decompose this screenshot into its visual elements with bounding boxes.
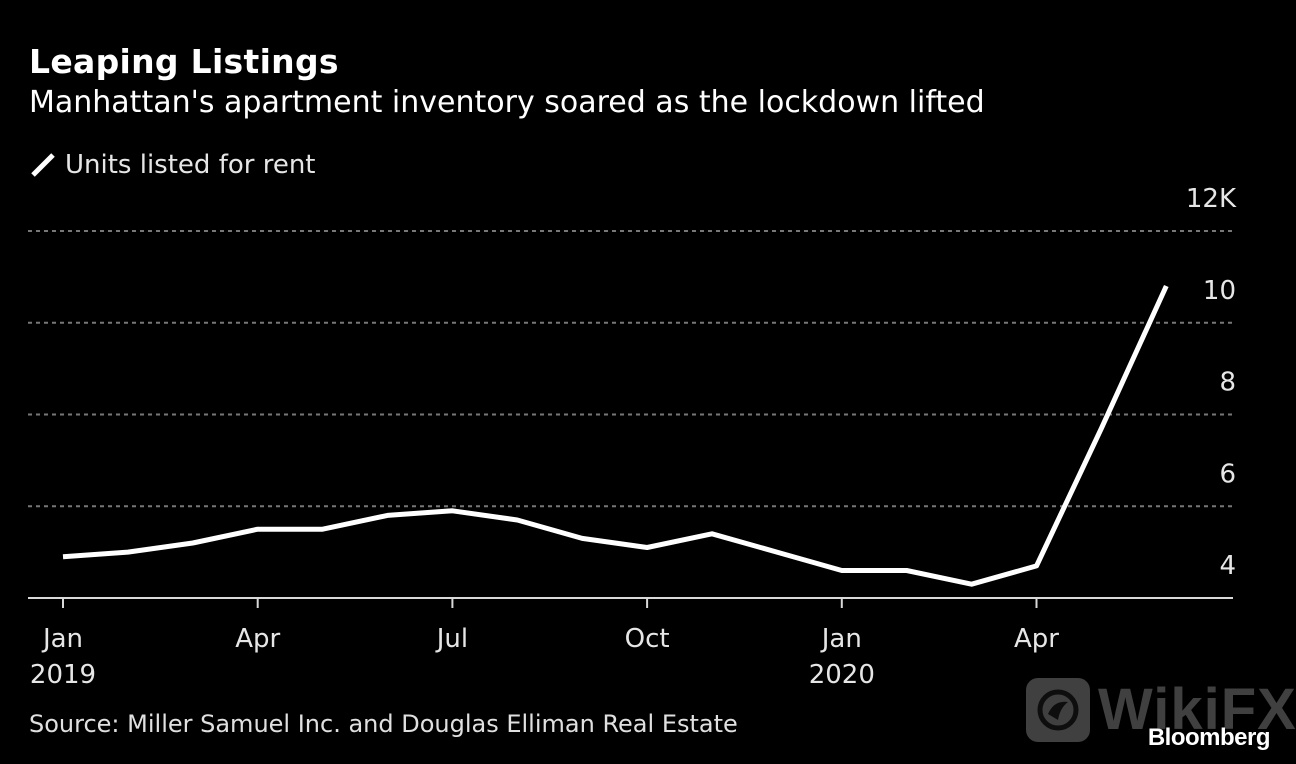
y-tick-label: 10 <box>1203 276 1236 306</box>
wikifx-logo-icon <box>1026 677 1090 742</box>
x-tick-label: Jan <box>820 624 862 654</box>
x-tick-year-label: 2019 <box>30 660 96 690</box>
series-layer <box>62 284 1169 587</box>
y-tick-label: 8 <box>1219 368 1236 398</box>
bloomberg-logo: Bloomberg <box>1147 724 1271 751</box>
x-tick-label: Apr <box>1014 624 1059 654</box>
series-line <box>62 284 1169 587</box>
x-tick-label: Apr <box>235 624 280 654</box>
source-note: Source: Miller Samuel Inc. and Douglas E… <box>29 710 738 738</box>
legend: Units listed for rent <box>29 150 316 180</box>
gridlines <box>28 230 1233 508</box>
x-tick-label: Jul <box>435 624 468 654</box>
x-tick-label: Jan <box>41 624 83 654</box>
y-tick-label: 12K <box>1186 184 1237 214</box>
y-tick-label: 6 <box>1219 459 1236 489</box>
y-axis-labels: 4 6 8 10 12K <box>1186 184 1237 581</box>
y-tick-label: 4 <box>1219 551 1236 581</box>
x-tick-year-label: 2020 <box>809 660 875 690</box>
chart-subtitle: Manhattan's apartment inventory soared a… <box>29 85 985 120</box>
x-tick-label: Oct <box>625 624 670 654</box>
legend-label: Units listed for rent <box>65 150 316 180</box>
wikifx-watermark: WikiFX <box>1026 676 1296 743</box>
chart-title: Leaping Listings <box>29 42 339 81</box>
x-axis: Jan 2019 Apr Jul Oct Jan 2020 Apr <box>28 597 1233 690</box>
wikifx-text: WikiFX <box>1098 677 1296 742</box>
line-swatch-icon <box>31 153 55 177</box>
